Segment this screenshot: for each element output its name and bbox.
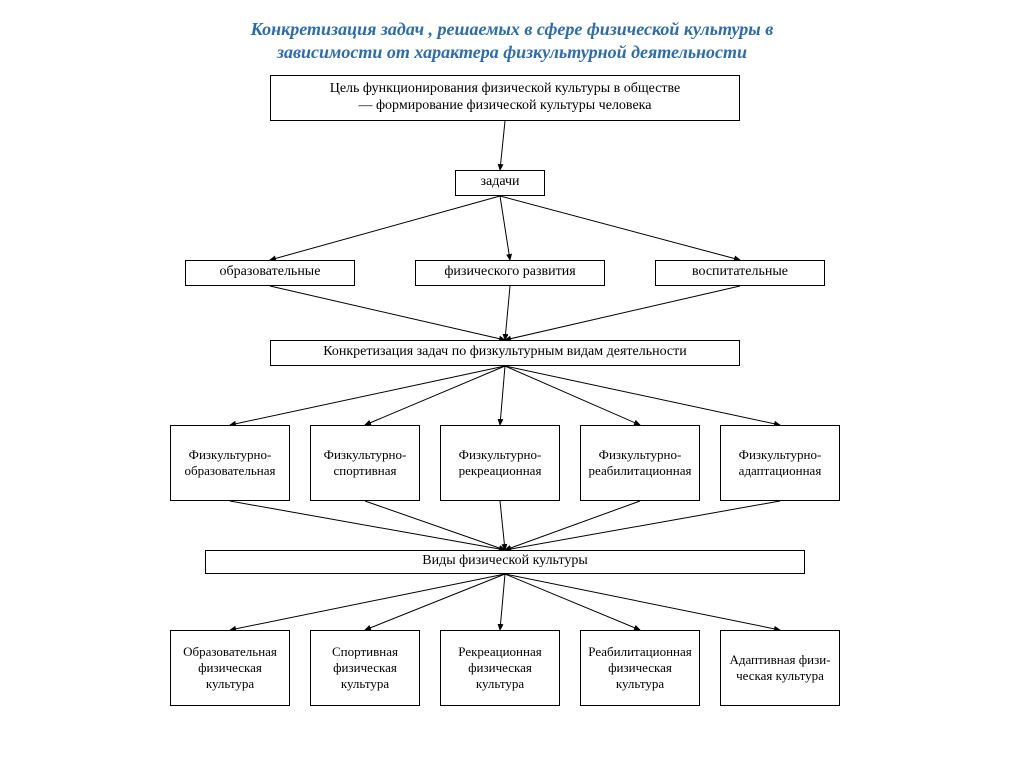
node-types: Виды физической культуры	[205, 550, 805, 574]
diagram-canvas: Цель функционирования физической культур…	[0, 75, 1024, 775]
node-culture-2: Спортив­ная физи­ческая культура	[310, 630, 420, 706]
title-line2: зависимости от характера физкультурной д…	[277, 42, 747, 62]
title-line1: Конкретизация задач , решаемых в сфере ф…	[251, 19, 774, 39]
node-cat-physical: физического развития	[415, 260, 605, 286]
node-culture-4: Реабили­тационная физическая культура	[580, 630, 700, 706]
node-culture-5: Адаптив­ная физи­ческая культура	[720, 630, 840, 706]
node-concretization: Конкретизация задач по физкультурным вид…	[270, 340, 740, 366]
node-activity-5: Физкуль­турно-адапта­ционная	[720, 425, 840, 501]
node-activity-4: Физкуль­турно-реабили­тационная	[580, 425, 700, 501]
goal-line2: — формирование физической культуры челов…	[330, 98, 681, 115]
node-culture-1: Образова­тельная физическая культура	[170, 630, 290, 706]
page-title: Конкретизация задач , решаемых в сфере ф…	[0, 0, 1024, 75]
node-culture-3: Рекреаци­онная физическая культура	[440, 630, 560, 706]
goal-line1: Цель функционирования физической культур…	[330, 81, 681, 98]
node-cat-educational: образовательные	[185, 260, 355, 286]
node-tasks: задачи	[455, 170, 545, 196]
node-activity-3: Физкуль­турно-рекреаци­онная	[440, 425, 560, 501]
node-activity-1: Физкуль­турно-образо­вательная	[170, 425, 290, 501]
node-goal: Цель функционирования физической культур…	[270, 75, 740, 121]
node-cat-upbringing: воспитательные	[655, 260, 825, 286]
node-activity-2: Физкуль­турно-спор­тивная	[310, 425, 420, 501]
